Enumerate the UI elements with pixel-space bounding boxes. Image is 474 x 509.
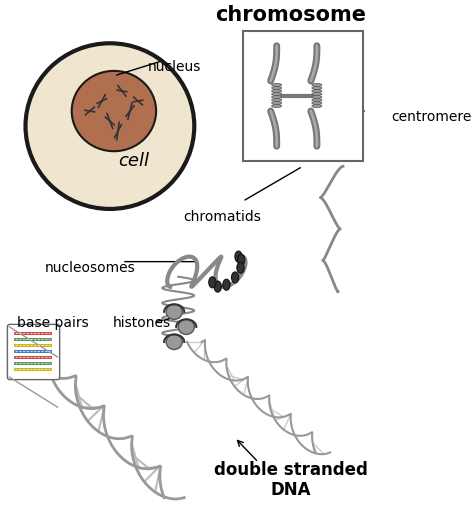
Ellipse shape [312, 101, 322, 104]
Bar [243, 31, 363, 161]
Text: chromosome: chromosome [215, 5, 366, 25]
Ellipse shape [272, 104, 282, 107]
Ellipse shape [312, 93, 322, 96]
Ellipse shape [237, 262, 244, 273]
Ellipse shape [178, 319, 194, 334]
Ellipse shape [272, 99, 282, 101]
Ellipse shape [312, 90, 322, 93]
Text: histones: histones [113, 316, 171, 330]
Ellipse shape [312, 104, 322, 107]
Text: nucleosomes: nucleosomes [45, 261, 135, 275]
Text: cell: cell [118, 152, 149, 171]
Ellipse shape [272, 83, 282, 87]
Ellipse shape [231, 272, 239, 283]
Text: base pairs: base pairs [18, 316, 89, 330]
Ellipse shape [312, 99, 322, 101]
Ellipse shape [272, 101, 282, 104]
Ellipse shape [312, 96, 322, 99]
Ellipse shape [272, 96, 282, 99]
Ellipse shape [237, 254, 245, 265]
Ellipse shape [209, 277, 216, 288]
Ellipse shape [312, 83, 322, 87]
Text: chromatids: chromatids [183, 211, 261, 224]
Ellipse shape [166, 334, 182, 350]
Ellipse shape [166, 304, 182, 319]
Ellipse shape [72, 71, 156, 151]
Ellipse shape [312, 87, 322, 90]
Ellipse shape [272, 93, 282, 96]
Ellipse shape [214, 281, 221, 292]
Text: centromere: centromere [391, 110, 472, 124]
Text: nucleus: nucleus [147, 60, 201, 74]
Ellipse shape [272, 90, 282, 93]
Ellipse shape [26, 43, 194, 209]
Text: double stranded: double stranded [214, 461, 368, 479]
Ellipse shape [235, 251, 242, 262]
Ellipse shape [223, 279, 230, 290]
Text: DNA: DNA [271, 481, 311, 499]
Ellipse shape [272, 87, 282, 90]
FancyBboxPatch shape [8, 324, 60, 380]
